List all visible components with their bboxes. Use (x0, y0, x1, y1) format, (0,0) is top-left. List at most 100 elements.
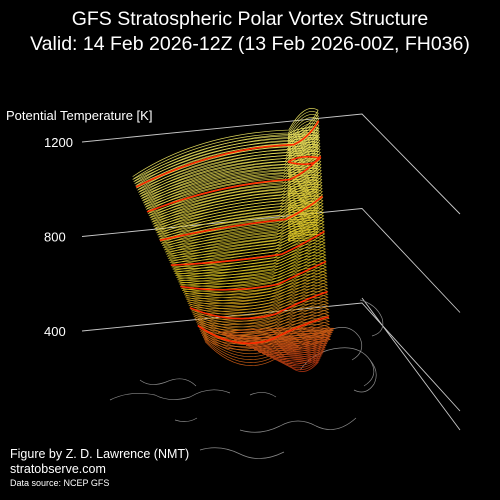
vortex-contour (287, 148, 319, 157)
vortex-contour (287, 174, 319, 183)
vortex-contour (287, 169, 319, 178)
vortex-highlight-contour-1200 (135, 120, 320, 188)
vortex-contour (287, 184, 319, 192)
coastline-1 (239, 417, 357, 433)
vortex-contour (142, 141, 321, 204)
vortex-contour (132, 108, 319, 180)
vortex-contour (133, 111, 319, 183)
vortex-contour (172, 234, 326, 270)
vortex-contour (287, 144, 319, 152)
z-grid-line-800 (81, 208, 461, 313)
vortex-contour (139, 129, 320, 195)
coastline-5 (139, 378, 197, 387)
vortex-contour (168, 222, 325, 261)
vortex-contour (287, 151, 319, 159)
vortex-contour (245, 340, 329, 352)
vortex-contour (192, 297, 329, 328)
vortex-contour (287, 221, 319, 230)
vortex-contour (287, 165, 319, 173)
vortex-contour (287, 129, 319, 138)
vortex-contour (160, 195, 324, 242)
vortex-contour (187, 282, 329, 313)
vortex-contour (287, 139, 319, 147)
z-tick-label-400: 400 (44, 324, 66, 339)
coastline-0 (109, 389, 231, 401)
vortex-contour (169, 225, 325, 264)
coastline-6 (199, 447, 285, 459)
vortex-contour (136, 120, 320, 189)
vortex-contour (287, 153, 319, 161)
vortex-contour (287, 181, 319, 190)
chart-title-line1: GFS Stratospheric Polar Vortex Structure (71, 8, 429, 30)
vortex-contour (181, 261, 327, 293)
vortex-contour (183, 270, 328, 302)
floor-edge (361, 297, 461, 431)
coastline-4 (359, 299, 384, 337)
vortex-contour (287, 217, 319, 225)
vortex-contour (287, 177, 319, 185)
vortex-contour (173, 237, 326, 272)
credit-source: Data source: NCEP GFS (10, 478, 110, 488)
vortex-contour (287, 231, 319, 239)
vortex-contour (287, 214, 319, 223)
vortex-contour (163, 207, 324, 251)
vortex-contour (287, 127, 319, 135)
vortex-contour (166, 216, 325, 257)
vortex-contour (143, 144, 321, 206)
credit-author: Figure by Z. D. Lawrence (NMT) (10, 447, 190, 461)
credit-site: stratobserve.com (10, 462, 106, 476)
vortex-contour (287, 172, 319, 180)
vortex-contour (185, 276, 328, 307)
vortex-contour (287, 136, 319, 145)
coastline-9 (174, 417, 198, 422)
vortex-contour (191, 294, 329, 325)
vortex-contour (140, 132, 320, 197)
vortex-contour (287, 193, 319, 202)
vortex-contour (287, 200, 319, 209)
vortex-contour (161, 198, 324, 244)
z-grid-line-1200 (81, 113, 461, 215)
vortex-contour (287, 186, 319, 194)
vortex-contour (137, 123, 320, 191)
vortex-contour (151, 168, 322, 223)
vortex-contour (141, 135, 321, 200)
coastline-7 (353, 359, 377, 393)
z-tick-label-800: 800 (44, 230, 66, 245)
vortex-contour (184, 273, 328, 304)
vortex-contour (287, 146, 319, 154)
vortex-contour (200, 321, 331, 352)
vortex-contour (171, 231, 326, 268)
vortex-highlight-contour-520 (189, 290, 328, 320)
z-tick-labels: 400 800 1200 (44, 135, 73, 339)
vortex-contour (150, 165, 322, 221)
vortex-contour (287, 210, 319, 218)
vortex-highlight-contour-900 (159, 195, 324, 242)
vortex-isosurface (132, 108, 335, 372)
vortex-contour (186, 279, 328, 310)
coastline-8 (249, 392, 277, 398)
z-tick-label-1200: 1200 (44, 135, 73, 150)
vortex-contour (167, 219, 325, 259)
vortex-contour (257, 346, 326, 357)
vortex-contour (204, 336, 332, 366)
vortex-contour (233, 335, 331, 346)
vortex-highlight-contour-420 (197, 316, 330, 345)
vortex-contour (287, 207, 319, 216)
vortex-contour (287, 195, 319, 204)
vortex-contour (287, 229, 319, 237)
vortex-contour (287, 179, 319, 187)
vortex-contour (162, 201, 324, 247)
coastline-3 (329, 327, 363, 361)
vortex-highlight-contour-760 (170, 230, 325, 266)
vortex-contour (287, 212, 319, 220)
vortex-contour (287, 191, 319, 199)
vortex-contour (152, 171, 322, 225)
vortex-contour (165, 213, 325, 255)
vortex-contour (144, 147, 321, 208)
vortex-contour (188, 285, 329, 316)
vortex-contour (287, 132, 319, 140)
vortex-contour (164, 210, 325, 253)
vortex-highlight-contour-1060 (146, 155, 322, 213)
vortex-contour (287, 203, 319, 211)
vortex-contour (183, 267, 328, 299)
